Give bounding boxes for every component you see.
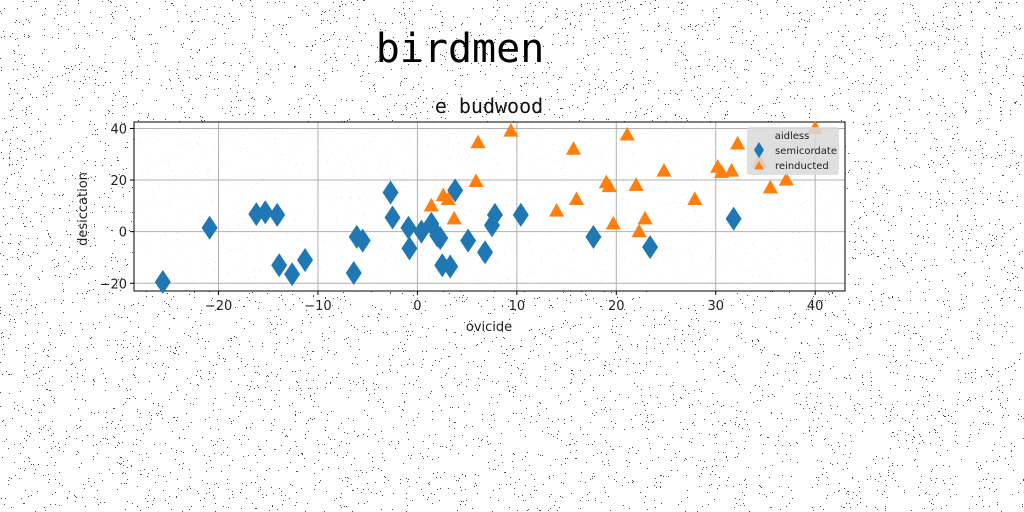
data-point-reinducted [687,191,703,206]
data-point-reinducted [440,191,456,206]
data-point-reinducted [762,179,779,194]
y-tick-label: −20 [100,277,127,292]
data-point-semicordate [269,202,286,227]
data-point-semicordate [401,236,418,261]
data-point-semicordate [201,215,218,240]
data-point-semicordate [432,226,449,251]
data-point-reinducted [628,177,644,191]
data-point-reinducted [619,126,635,141]
legend-title: aidless [775,131,810,142]
data-point-reinducted [730,135,746,150]
x-tick-label: 40 [807,299,824,314]
data-point-reinducted [656,163,672,177]
chart-title: e budwood [435,94,543,118]
data-point-semicordate [382,180,399,205]
data-point-reinducted [549,203,565,217]
data-point-reinducted [568,191,585,206]
data-point-semicordate [154,269,171,294]
plot-area: −20 −10 0 10 20 30 40 −20 0 20 40 [100,120,846,314]
data-point-reinducted [637,210,653,225]
data-point-reinducted [468,173,484,187]
legend-entry-semicordate: semicordate [775,146,837,157]
data-point-reinducted [601,178,617,193]
data-point-semicordate [447,178,464,203]
data-point-reinducted [605,215,621,230]
data-point-semicordate [486,202,503,227]
y-tick-label: 40 [110,122,127,137]
y-tick-label: 0 [119,226,127,241]
x-tick-label: 0 [413,299,421,314]
data-point-reinducted [446,210,462,225]
legend-marker-reinducted [754,161,764,170]
data-point-reinducted [631,223,647,238]
data-point-semicordate [442,254,459,279]
figure-title: birdmen [375,26,545,72]
x-tick-label: 30 [707,299,724,314]
data-point-reinducted [503,123,519,137]
data-point-semicordate [297,248,314,273]
y-axis-label: desiccation [76,172,91,246]
data-point-semicordate [345,260,362,285]
legend: aidless semicordate reinducted [747,127,839,175]
data-point-semicordate [460,228,477,253]
plot-background [134,122,845,291]
y-tick-label: 20 [110,174,127,189]
axes-frame [133,121,846,292]
x-tick-label: 20 [608,299,625,314]
data-point-semicordate [642,235,659,260]
data-point-semicordate [477,240,494,265]
data-point-semicordate [271,253,288,278]
data-point-semicordate [384,205,401,230]
data-point-reinducted [565,141,582,155]
legend-entry-reinducted: reinducted [775,161,829,172]
series-semicordate [154,178,742,294]
data-point-reinducted [778,172,794,186]
data-point-reinducted [470,134,486,149]
data-point-semicordate [257,200,274,225]
legend-box [747,127,839,175]
data-point-semicordate [512,202,529,227]
data-point-semicordate [354,228,371,253]
data-point-reinducted [423,197,439,212]
data-point-semicordate [400,215,417,240]
data-point-semicordate [725,206,742,231]
x-tick-label: −10 [304,299,331,314]
x-tick-label: −20 [205,299,232,314]
data-point-semicordate [585,224,602,249]
x-axis-label: ovicide [466,320,512,335]
data-point-semicordate [284,262,301,287]
data-point-reinducted [724,163,740,177]
legend-marker-semicordate [754,142,764,158]
x-tick-label: 10 [509,299,526,314]
